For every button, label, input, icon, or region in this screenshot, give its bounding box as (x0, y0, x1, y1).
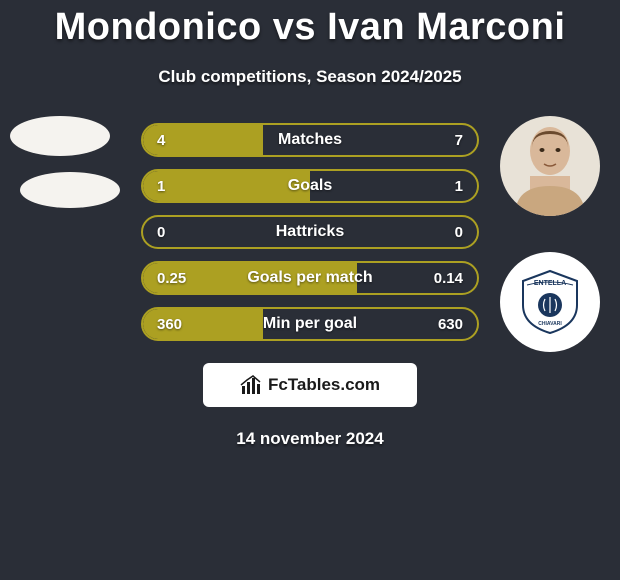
stat-right-value: 630 (438, 316, 463, 333)
subtitle: Club competitions, Season 2024/2025 (0, 67, 620, 87)
stat-row: 360Min per goal630 (141, 307, 479, 341)
right-player-club-badge: ENTELLA CHIAVARI (500, 252, 600, 352)
stat-row: 4Matches7 (141, 123, 479, 157)
stat-label: Hattricks (143, 223, 477, 241)
stat-right-value: 0 (455, 224, 463, 241)
stat-right-value: 0.14 (434, 270, 463, 287)
svg-text:ENTELLA: ENTELLA (534, 280, 566, 287)
stat-label: Matches (143, 131, 477, 149)
branding-text: FcTables.com (268, 375, 380, 395)
stat-label: Goals per match (143, 269, 477, 287)
svg-text:CHIAVARI: CHIAVARI (538, 321, 562, 327)
branding-badge: FcTables.com (203, 363, 417, 407)
bar-chart-icon (240, 374, 262, 396)
stat-label: Min per goal (143, 315, 477, 333)
date-text: 14 november 2024 (0, 429, 620, 449)
stat-row: 0Hattricks0 (141, 215, 479, 249)
stat-row: 0.25Goals per match0.14 (141, 261, 479, 295)
stat-label: Goals (143, 177, 477, 195)
club-crest-icon: ENTELLA CHIAVARI (515, 267, 585, 337)
left-player-club-badge (20, 172, 120, 208)
stat-right-value: 7 (455, 132, 463, 149)
person-icon (500, 116, 600, 216)
page-title: Mondonico vs Ivan Marconi (0, 0, 620, 49)
left-player-avatar (10, 116, 110, 156)
stat-right-value: 1 (455, 178, 463, 195)
stat-row: 1Goals1 (141, 169, 479, 203)
right-player-avatar (500, 116, 600, 216)
